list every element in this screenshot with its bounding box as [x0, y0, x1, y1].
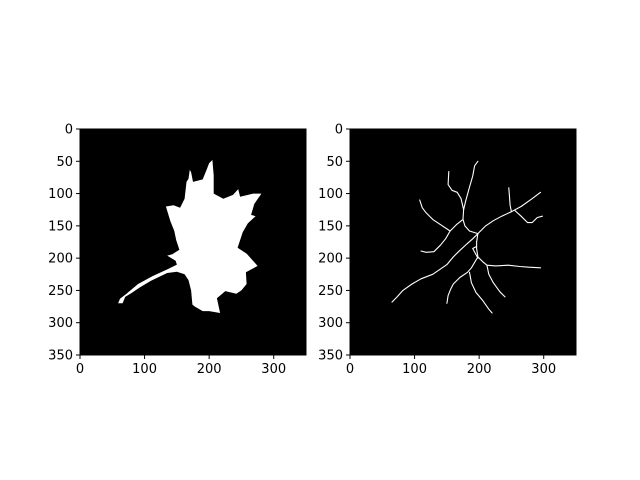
- skeleton-branch-3: [476, 233, 479, 258]
- y-tick-label: 0: [65, 123, 73, 138]
- y-tick-label: 250: [318, 284, 343, 299]
- y-tick-label: 300: [48, 316, 73, 331]
- y-tick-label: 250: [48, 284, 73, 299]
- skeleton-branch-14: [486, 264, 506, 298]
- y-tick-label: 150: [48, 219, 73, 234]
- y-tick-label: 150: [318, 219, 343, 234]
- axes-frame: [79, 128, 307, 356]
- skeleton-branch-6: [462, 160, 479, 235]
- axes-panel-1: 0 100 200 300 0 50 100 150 200 250 300 350: [48, 123, 307, 377]
- x-tick-label: 200: [467, 362, 492, 377]
- image-background: [350, 129, 576, 355]
- leaf-mask: [118, 160, 262, 313]
- skeleton-branch-12: [472, 245, 479, 259]
- y-tick-label: 50: [326, 155, 343, 170]
- x-tick-label: 100: [402, 362, 427, 377]
- y-tick-label: 200: [318, 252, 343, 267]
- x-tick-label: 0: [346, 362, 354, 377]
- y-tick-label: 350: [48, 349, 73, 364]
- axes-panel-2: 0 100 200 300 0 50 100 150 200 250 300 350: [318, 123, 577, 377]
- x-tick-label: 300: [531, 362, 556, 377]
- y-tick-label: 100: [48, 187, 73, 202]
- skeleton-branch-8: [419, 199, 451, 232]
- axes-frame: [349, 128, 577, 356]
- skeleton-branch-1: [391, 233, 479, 303]
- skeleton-branch-7: [420, 218, 464, 253]
- skeleton-branch-10: [508, 187, 512, 213]
- skeleton-branch-5: [477, 256, 542, 269]
- y-tick-label: 50: [56, 155, 73, 170]
- y-tick-label: 0: [335, 123, 343, 138]
- x-tick-label: 100: [132, 362, 157, 377]
- skeleton-branch-11: [514, 209, 543, 224]
- x-tick-label: 200: [197, 362, 222, 377]
- x-tick-label: 300: [261, 362, 286, 377]
- y-tick-label: 300: [318, 316, 343, 331]
- skeleton-branch-9: [447, 171, 465, 211]
- skeleton-branch-4: [446, 256, 479, 304]
- skeleton-branch-2: [477, 191, 542, 235]
- x-tick-label: 0: [76, 362, 84, 377]
- y-tick-label: 350: [318, 349, 343, 364]
- y-tick-label: 100: [318, 187, 343, 202]
- y-tick-label: 200: [48, 252, 73, 267]
- skeleton-branch-13: [468, 271, 493, 314]
